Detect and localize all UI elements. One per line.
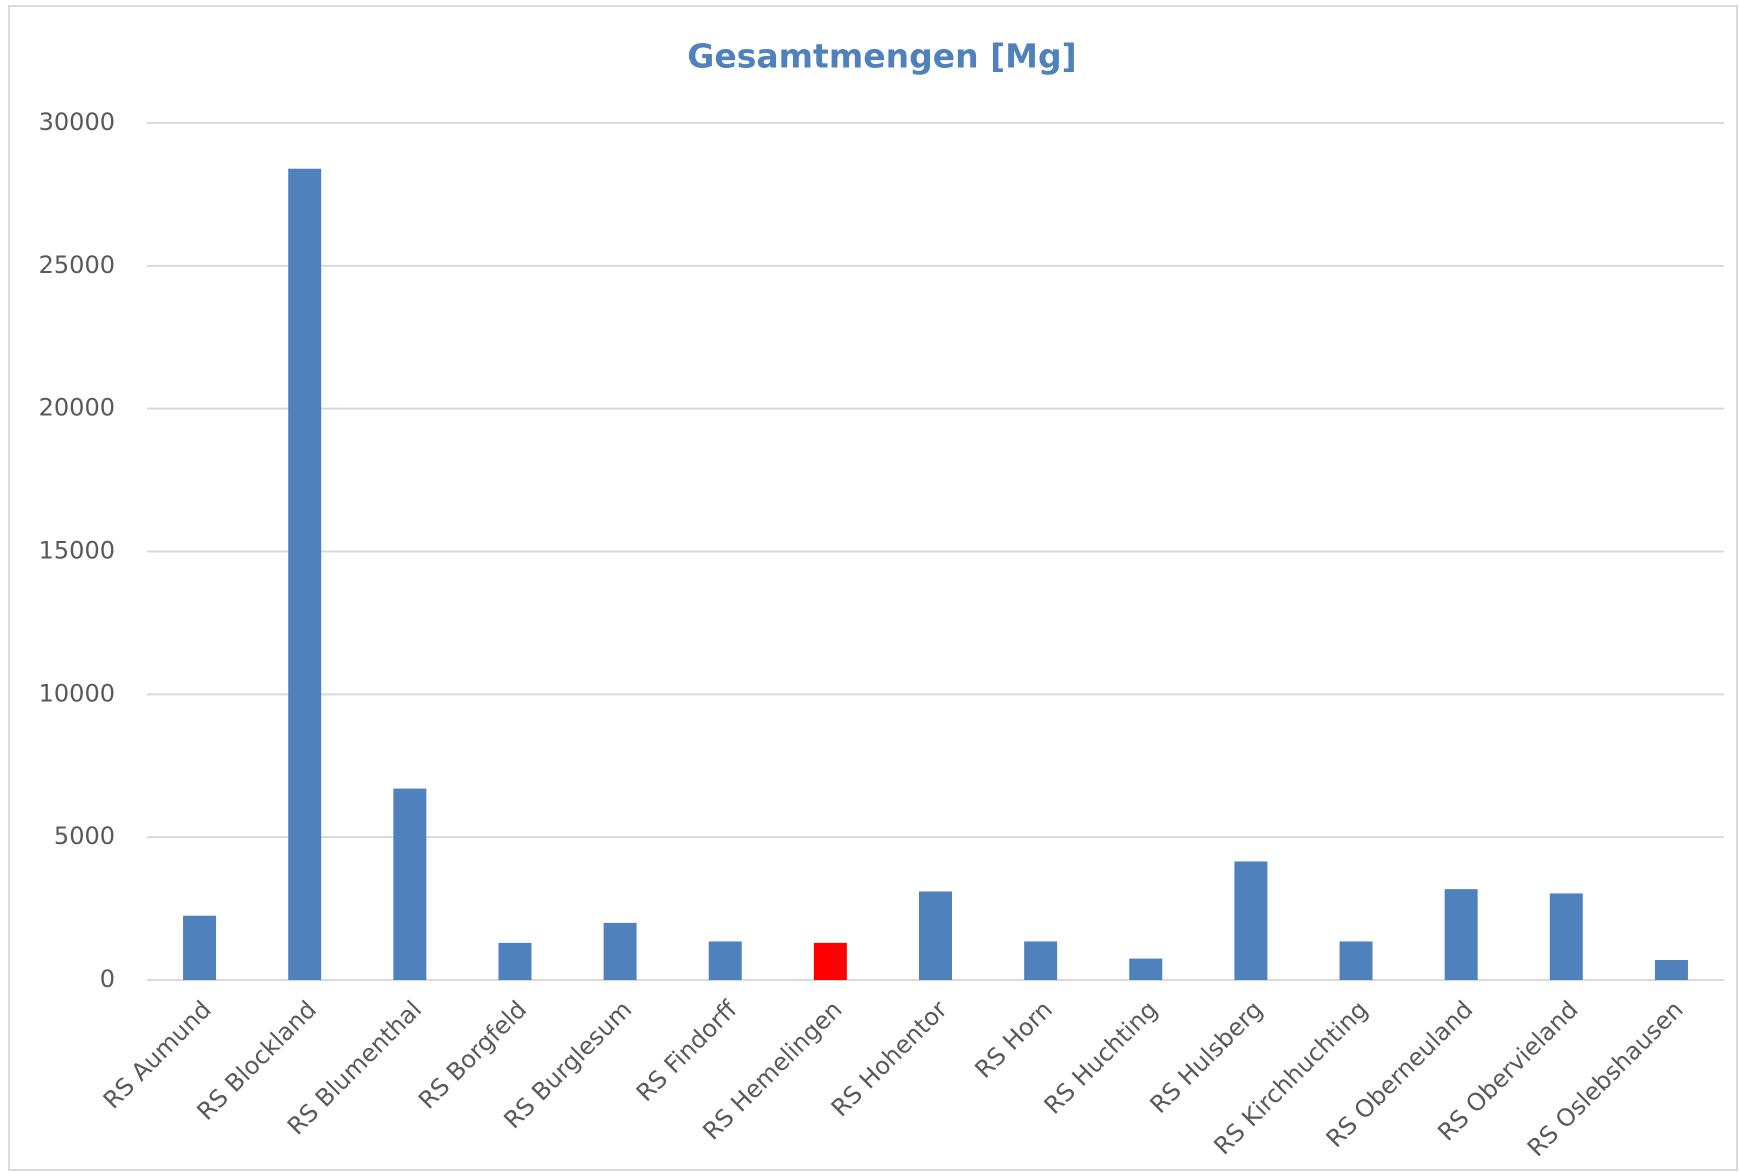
bar — [1654, 960, 1688, 980]
y-tick-label: 0 — [100, 965, 115, 993]
bar — [1129, 958, 1163, 980]
bar — [393, 788, 427, 980]
y-tick-label: 25000 — [39, 251, 115, 279]
bar — [183, 915, 217, 980]
bar — [1024, 941, 1058, 980]
bar — [498, 942, 532, 980]
y-tick-label: 15000 — [39, 537, 115, 565]
bar — [813, 942, 847, 980]
bar — [919, 891, 952, 980]
bar — [1444, 889, 1478, 980]
bar — [288, 168, 322, 980]
chart-frame — [8, 5, 1738, 1171]
bar — [1234, 861, 1268, 980]
bar — [603, 922, 637, 980]
y-tick-label: 5000 — [54, 822, 115, 850]
y-tick-label: 20000 — [39, 394, 115, 422]
bar — [708, 941, 742, 980]
bar — [1549, 893, 1583, 980]
bar — [1339, 941, 1373, 980]
chart-title: Gesamtmengen [Mg] — [687, 37, 1076, 76]
y-tick-label: 10000 — [39, 679, 115, 707]
y-tick-label: 30000 — [39, 108, 115, 136]
